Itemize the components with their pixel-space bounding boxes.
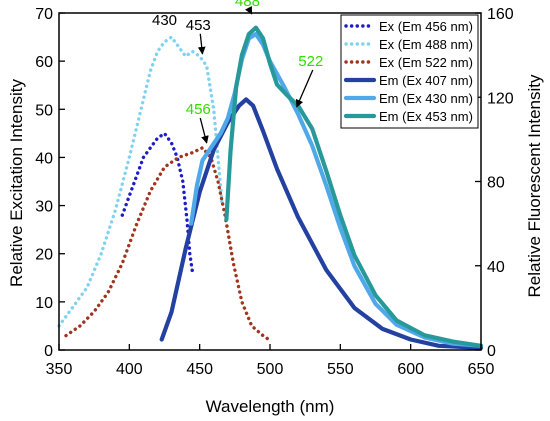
y-left-tick-label: 60 — [35, 54, 53, 71]
y-right-tick-label: 40 — [487, 259, 505, 276]
annotation-label-430: 430 — [152, 12, 177, 29]
annotation-label-456: 456 — [186, 101, 211, 118]
x-tick-label: 600 — [397, 361, 424, 378]
y-left-tick-label: 10 — [35, 295, 53, 312]
annotation-layer: 430 453 456 488 522 — [152, 0, 323, 144]
annotation-label-488: 488 — [235, 0, 260, 10]
y-left-tick-label: 40 — [35, 150, 53, 167]
y-left-tick-label: 0 — [44, 343, 53, 360]
y-right-tick-label: 80 — [487, 175, 505, 192]
x-tick-label: 550 — [327, 361, 354, 378]
series-line-ex-em-456-nm — [120, 131, 195, 275]
y-right-tick-label: 120 — [487, 90, 514, 107]
series-line-em-ex-453-nm — [224, 25, 484, 348]
annotation-arrow-522 — [295, 69, 314, 108]
legend-label-ex-em-488-nm: Ex (Em 488 nm) — [379, 37, 473, 52]
legend: Ex (Em 456 nm) Ex (Em 488 nm) Ex (Em 522 n… — [340, 14, 479, 129]
x-tick-label: 350 — [46, 361, 73, 378]
y-axis-left-title: Relative Excitation Intensity — [7, 79, 26, 287]
y-left-tick-label: 20 — [35, 247, 53, 264]
legend-label-em-ex-407-nm: Em (Ex 407 nm) — [379, 73, 473, 88]
series-layer — [57, 25, 484, 350]
x-tick-label: 500 — [257, 361, 284, 378]
series-line-ex-em-488-nm — [57, 35, 224, 328]
annotation-arrow-453 — [197, 33, 206, 55]
series-line-em-ex-407-nm — [159, 97, 484, 350]
x-tick-label: 650 — [468, 361, 495, 378]
y-axis-right-title: Relative Fluorescent Intensity — [525, 74, 544, 297]
annotation-label-453: 453 — [186, 17, 211, 34]
y-right-tick-label: 0 — [487, 343, 496, 360]
y-right-tick-label: 160 — [487, 6, 514, 23]
series-line-ex-em-522-nm — [64, 146, 272, 343]
annotation-label-522: 522 — [298, 53, 323, 70]
legend-label-ex-em-456-nm: Ex (Em 456 nm) — [379, 19, 473, 34]
y-left-tick-label: 50 — [35, 102, 53, 119]
y-left-tick-label: 30 — [35, 199, 53, 216]
legend-box — [340, 14, 479, 129]
tick-layer: 350 400 450 500 550 600 6500102030405060700408… — [35, 6, 514, 378]
legend-label-em-ex-430-nm: Em (Ex 430 nm) — [379, 91, 473, 106]
legend-label-em-ex-453-nm: Em (Ex 453 nm) — [379, 109, 473, 124]
x-axis-title: Wavelength (nm) — [206, 397, 335, 416]
y-left-tick-label: 70 — [35, 6, 53, 23]
x-tick-label: 450 — [186, 361, 213, 378]
x-tick-label: 400 — [116, 361, 143, 378]
annotation-arrow-456 — [199, 117, 209, 144]
legend-label-ex-em-522-nm: Ex (Em 522 nm) — [379, 55, 473, 70]
